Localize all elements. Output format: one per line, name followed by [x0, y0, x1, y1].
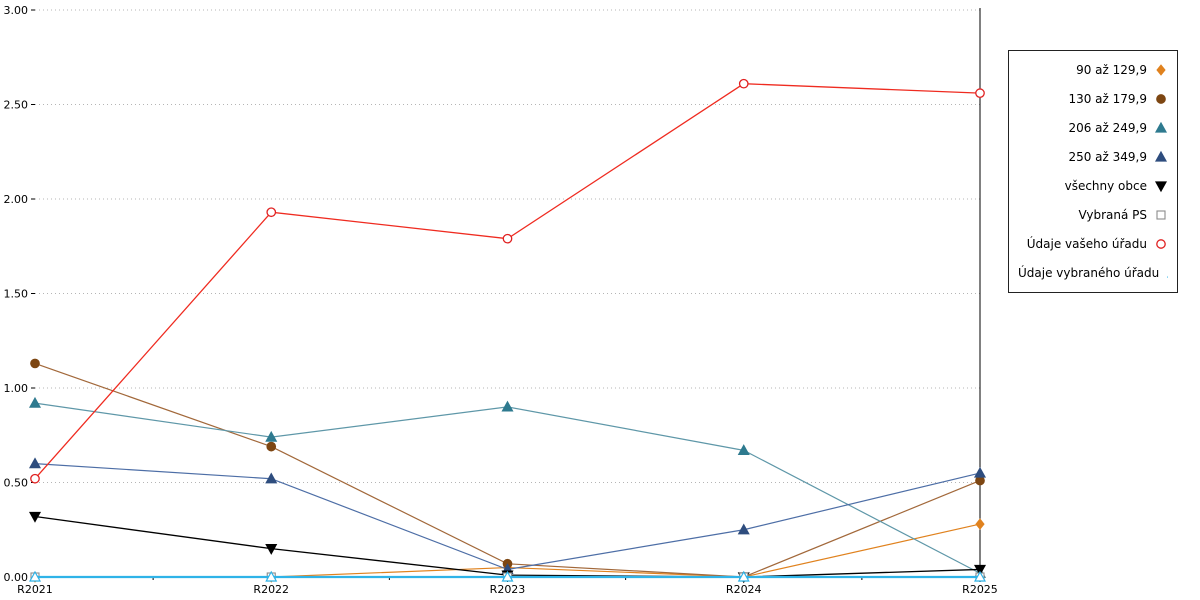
- legend-item: 90 až 129,9: [1018, 62, 1168, 78]
- x-tick-label: R2021: [17, 583, 53, 596]
- x-tick-label: R2023: [490, 583, 526, 596]
- marker-triangle-up: [28, 457, 42, 469]
- marker-circle: [1156, 239, 1166, 249]
- marker-triangle-down: [973, 564, 987, 576]
- legend-marker-circle-open: [1156, 239, 1166, 249]
- legend-label: 250 až 349,9: [1068, 150, 1147, 164]
- marker-triangle-up: [973, 570, 987, 582]
- marker-triangle-up: [737, 570, 750, 582]
- series-line: [34, 402, 981, 574]
- legend-marker-square-open: [1156, 210, 1166, 220]
- legend-marker-triangle-down: [1154, 181, 1168, 193]
- marker-circle: [738, 78, 749, 89]
- series-line: [34, 83, 981, 480]
- marker-circle: [30, 358, 40, 369]
- y-tick-label: 0.00: [4, 571, 29, 584]
- legend-marker-circle: [1156, 94, 1166, 104]
- x-tick-label: R2025: [962, 583, 998, 596]
- y-tick-label: 3.00: [4, 4, 29, 17]
- legend-item: všechny obce: [1018, 178, 1168, 194]
- y-tick-label: 2.00: [4, 193, 29, 206]
- legend-marker-triangle-up: [1154, 121, 1168, 133]
- legend-marker-triangle-up: [1154, 150, 1168, 162]
- marker-triangle-up: [265, 472, 278, 484]
- legend-marker-triangle-up-open: [1167, 276, 1168, 278]
- marker-triangle-up: [501, 570, 514, 582]
- y-tick-label: 1.00: [4, 382, 29, 395]
- legend-label: 206 až 249,9: [1068, 121, 1147, 135]
- marker-triangle-down: [265, 544, 278, 555]
- legend-label: Údaje vybraného úřadu: [1018, 266, 1160, 280]
- series-line: [34, 362, 981, 578]
- y-tick-label: 0.50: [4, 477, 29, 490]
- x-tick-label: R2024: [726, 583, 762, 596]
- marker-triangle-down: [28, 511, 42, 523]
- legend-item: Údaje vybraného úřadu: [1018, 265, 1168, 281]
- marker-triangle-up: [265, 570, 278, 582]
- marker-diamond: [1156, 64, 1166, 76]
- marker-triangle-up: [737, 444, 750, 455]
- marker-triangle-up: [973, 466, 987, 478]
- legend-items: 90 až 129,9 130 až 179,9 206 až 249,9 250 a…: [1018, 62, 1168, 281]
- legend-label: 130 až 179,9: [1068, 92, 1147, 106]
- legend-label: Vybraná PS: [1078, 208, 1147, 222]
- marker-triangle-up: [501, 400, 514, 412]
- marker-circle: [975, 475, 985, 486]
- series-line: [34, 463, 981, 571]
- y-tick-label: 2.50: [4, 99, 29, 112]
- legend-label: Údaje vašeho úřadu: [1026, 237, 1147, 251]
- marker-triangle-up: [28, 570, 42, 582]
- marker-diamond: [975, 518, 985, 530]
- y-tick-label: 1.50: [4, 288, 29, 301]
- marker-circle: [266, 441, 277, 452]
- legend-label: 90 až 129,9: [1076, 63, 1147, 77]
- legend-marker-diamond: [1156, 64, 1166, 76]
- marker-square: [1156, 210, 1166, 220]
- marker-triangle-down: [1154, 181, 1168, 193]
- x-tick-label: R2022: [253, 583, 289, 596]
- marker-triangle-up: [28, 396, 42, 408]
- legend-item: 250 až 349,9: [1018, 149, 1168, 165]
- marker-triangle-up: [737, 523, 750, 535]
- legend-label: všechny obce: [1064, 179, 1147, 193]
- marker-circle: [975, 88, 985, 99]
- legend-item: Údaje vašeho úřadu: [1018, 236, 1168, 252]
- marker-circle: [30, 473, 40, 484]
- marker-triangle-up: [1154, 121, 1168, 133]
- legend-item: 206 až 249,9: [1018, 120, 1168, 136]
- legend-item: Vybraná PS: [1018, 207, 1168, 223]
- marker-circle: [266, 207, 277, 218]
- marker-circle: [1156, 94, 1166, 104]
- legend: 90 až 129,9 130 až 179,9 206 až 249,9 250 a…: [1008, 50, 1178, 293]
- marker-triangle-up: [1154, 150, 1168, 162]
- marker-circle: [502, 233, 513, 244]
- marker-triangle-up: [265, 430, 278, 442]
- legend-item: 130 až 179,9: [1018, 91, 1168, 107]
